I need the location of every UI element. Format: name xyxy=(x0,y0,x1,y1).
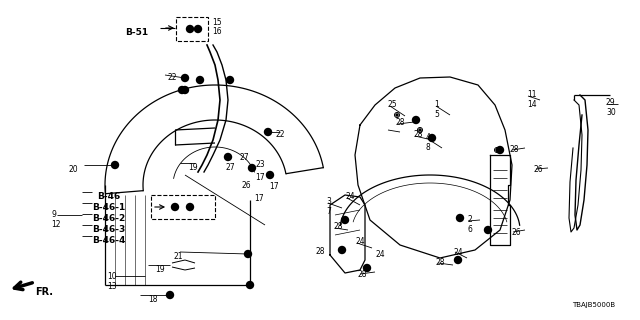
Circle shape xyxy=(264,129,271,135)
Text: 24: 24 xyxy=(453,248,463,257)
Text: B-46: B-46 xyxy=(97,192,120,201)
Circle shape xyxy=(227,76,234,84)
Text: 15: 15 xyxy=(212,18,221,27)
Text: 19: 19 xyxy=(155,265,164,274)
Text: 18: 18 xyxy=(148,295,157,304)
Text: 6: 6 xyxy=(467,225,472,234)
Text: 5: 5 xyxy=(434,110,439,119)
Text: 17: 17 xyxy=(254,194,264,203)
Text: B-46-1: B-46-1 xyxy=(92,203,125,212)
Circle shape xyxy=(248,164,255,172)
Text: 13: 13 xyxy=(107,282,116,291)
Text: 16: 16 xyxy=(212,27,221,36)
Circle shape xyxy=(196,76,204,84)
Circle shape xyxy=(419,129,421,131)
Text: 12: 12 xyxy=(51,220,61,229)
Text: 30: 30 xyxy=(606,108,616,117)
Text: 11: 11 xyxy=(527,90,536,99)
Text: 26: 26 xyxy=(511,228,520,237)
Circle shape xyxy=(172,204,179,211)
Text: 17: 17 xyxy=(255,173,264,182)
Circle shape xyxy=(244,251,252,258)
Text: 26: 26 xyxy=(241,181,251,190)
Text: 22: 22 xyxy=(276,130,285,139)
Circle shape xyxy=(166,292,173,299)
Text: 1: 1 xyxy=(434,100,439,109)
Circle shape xyxy=(429,134,435,141)
Text: B-51: B-51 xyxy=(125,28,148,37)
Text: 24: 24 xyxy=(355,237,365,246)
Text: 28: 28 xyxy=(358,270,367,279)
Circle shape xyxy=(456,214,463,221)
Text: 21: 21 xyxy=(174,252,184,261)
Text: 24: 24 xyxy=(345,192,355,201)
Text: 14: 14 xyxy=(527,100,536,109)
Text: 26: 26 xyxy=(534,165,543,174)
Text: B-46-3: B-46-3 xyxy=(92,225,125,234)
Circle shape xyxy=(266,172,273,179)
Circle shape xyxy=(246,282,253,289)
Text: 28: 28 xyxy=(315,247,324,256)
Text: 22: 22 xyxy=(168,73,177,82)
Text: 20: 20 xyxy=(68,165,78,174)
Text: 29: 29 xyxy=(606,98,616,107)
Text: B-46-2: B-46-2 xyxy=(92,214,125,223)
Text: 24: 24 xyxy=(375,250,385,259)
Circle shape xyxy=(111,162,118,169)
Text: B-46-4: B-46-4 xyxy=(92,236,125,245)
Text: 10: 10 xyxy=(107,272,116,281)
Text: 27: 27 xyxy=(240,153,250,162)
Circle shape xyxy=(186,204,193,211)
Circle shape xyxy=(186,26,193,33)
Text: 28: 28 xyxy=(510,145,520,154)
Text: 4: 4 xyxy=(426,133,431,142)
Circle shape xyxy=(342,217,349,223)
Text: 17: 17 xyxy=(269,182,278,191)
Circle shape xyxy=(225,154,232,161)
Circle shape xyxy=(396,114,398,116)
Circle shape xyxy=(195,26,202,33)
Text: 28: 28 xyxy=(333,222,342,231)
Text: 23: 23 xyxy=(255,160,264,169)
Circle shape xyxy=(182,75,189,82)
Text: FR.: FR. xyxy=(35,287,53,297)
Text: 8: 8 xyxy=(426,143,431,152)
Text: 28: 28 xyxy=(396,118,406,127)
Circle shape xyxy=(497,147,504,154)
Text: 19: 19 xyxy=(188,163,198,172)
Text: 9: 9 xyxy=(51,210,56,219)
Circle shape xyxy=(364,265,371,271)
Circle shape xyxy=(413,116,419,124)
Circle shape xyxy=(484,227,492,234)
Circle shape xyxy=(339,246,346,253)
Text: 27: 27 xyxy=(225,163,235,172)
Text: 7: 7 xyxy=(326,207,331,216)
Circle shape xyxy=(182,86,189,93)
Text: 28: 28 xyxy=(413,130,422,139)
Circle shape xyxy=(454,257,461,263)
Circle shape xyxy=(179,86,186,93)
Text: 2: 2 xyxy=(467,215,472,224)
Text: 28: 28 xyxy=(436,258,445,267)
Text: 25: 25 xyxy=(388,100,397,109)
Circle shape xyxy=(496,149,498,151)
Text: 3: 3 xyxy=(326,197,331,206)
Text: TBAJB5000B: TBAJB5000B xyxy=(572,302,615,308)
